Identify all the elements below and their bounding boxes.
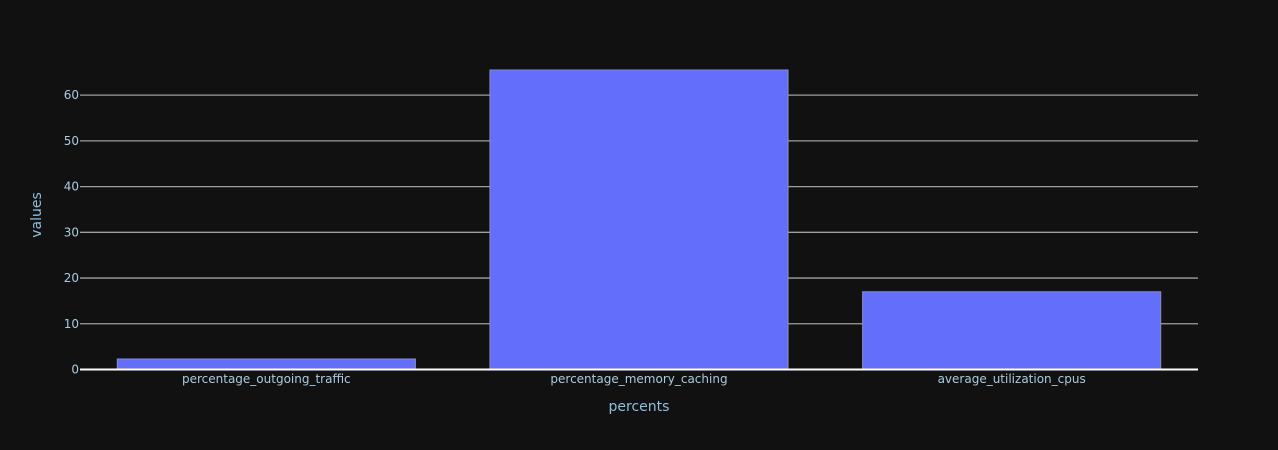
bar[interactable]: [862, 291, 1162, 371]
bars: [116, 69, 1162, 371]
x-tick-label: average_utilization_cpus: [938, 372, 1086, 386]
y-tick-label: 40: [64, 180, 79, 194]
y-tick-label: 0: [71, 363, 79, 377]
y-tick-label: 20: [64, 271, 79, 285]
bar[interactable]: [116, 358, 416, 371]
x-axis-title: percents: [609, 399, 670, 415]
x-tick-label: percentage_memory_caching: [550, 372, 727, 386]
y-tick-labels: 0 10 20 30 40 50 60: [64, 88, 79, 376]
y-tick-label: 60: [64, 88, 79, 102]
y-tick-label: 10: [64, 317, 79, 331]
x-tick-label: percentage_outgoing_traffic: [182, 372, 351, 386]
bar[interactable]: [489, 69, 789, 370]
x-tick-labels: percentage_outgoing_traffic percentage_me…: [182, 372, 1086, 386]
y-tick-label: 30: [64, 225, 79, 239]
y-tick-label: 50: [64, 134, 79, 148]
y-axis-title: values: [29, 192, 45, 238]
